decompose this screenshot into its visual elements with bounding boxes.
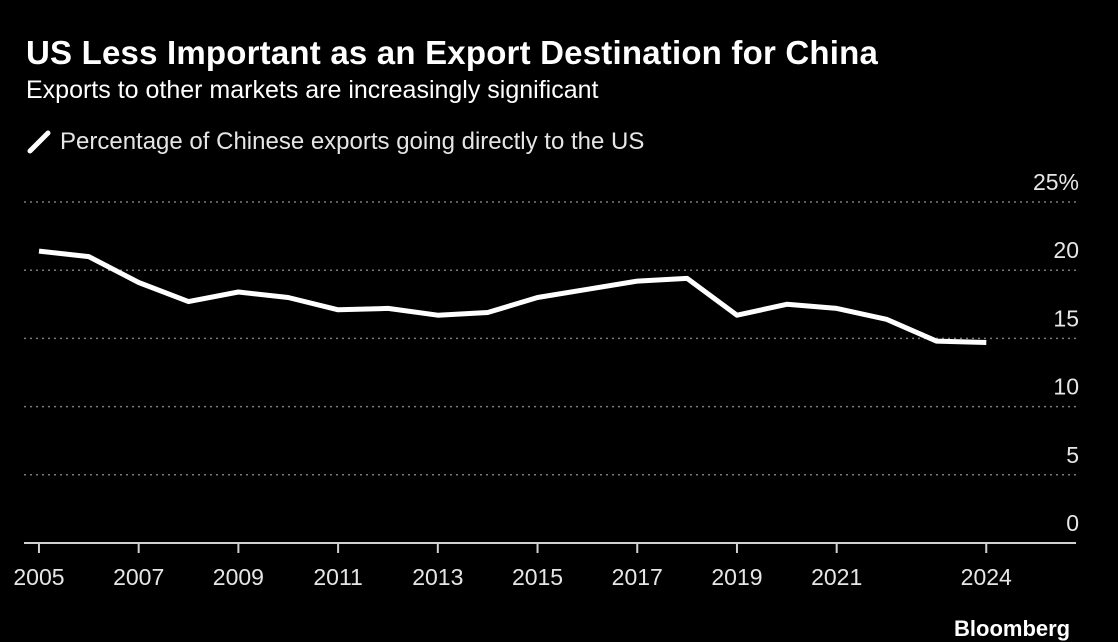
- x-tick-label: 2019: [711, 564, 762, 590]
- x-tick-label: 2024: [961, 564, 1012, 590]
- x-tick-label: 2021: [811, 564, 862, 590]
- y-tick-label: 5: [1066, 442, 1079, 468]
- chart-title: US Less Important as an Export Destinati…: [26, 34, 879, 71]
- x-tick-label: 2015: [512, 564, 563, 590]
- chart-subtitle: Exports to other markets are increasingl…: [26, 76, 599, 104]
- x-tick-label: 2011: [313, 564, 362, 590]
- y-tick-label: 25%: [1033, 169, 1079, 195]
- source-label: Bloomberg: [954, 616, 1071, 641]
- legend-label: Percentage of Chinese exports going dire…: [60, 128, 645, 155]
- series-line: [38, 248, 987, 345]
- x-tick-label: 2007: [113, 564, 164, 590]
- y-tick-label: 15: [1053, 305, 1079, 331]
- x-tick-label: 2017: [612, 564, 663, 590]
- x-tick-label: 2009: [213, 564, 264, 590]
- x-tick-label: 2005: [13, 564, 64, 590]
- y-tick-label: 20: [1053, 237, 1079, 263]
- x-tick-label: 2013: [412, 564, 463, 590]
- legend: Percentage of Chinese exports going dire…: [26, 127, 644, 157]
- y-tick-label: 0: [1066, 510, 1079, 536]
- legend-line-swatch-icon: [27, 130, 51, 154]
- y-tick-label: 10: [1053, 374, 1079, 400]
